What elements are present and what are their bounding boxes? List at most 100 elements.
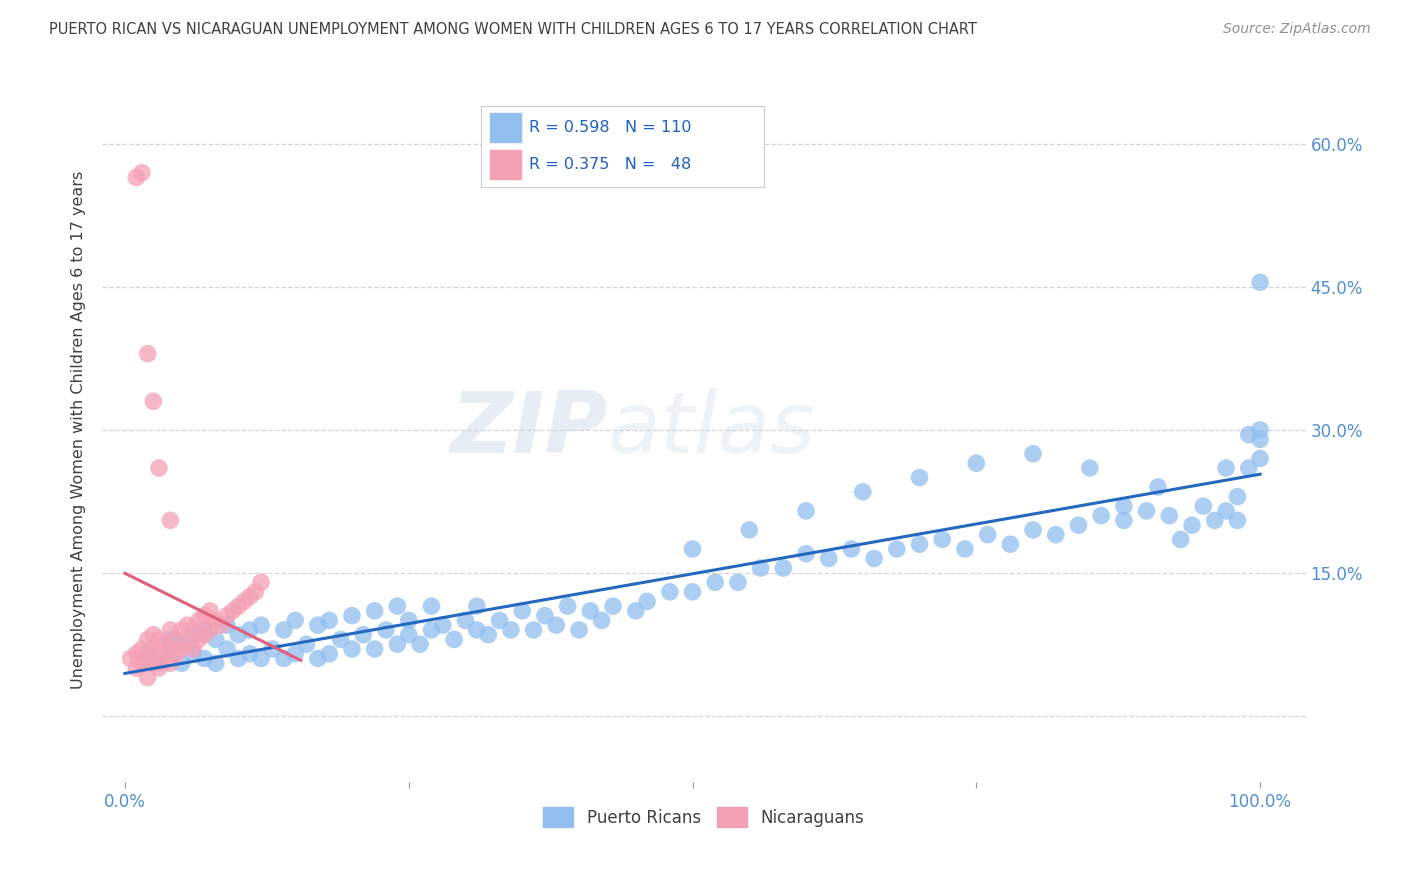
Point bbox=[153, 637, 176, 651]
Point bbox=[863, 551, 886, 566]
Point bbox=[262, 642, 284, 657]
Point bbox=[176, 637, 198, 651]
Point bbox=[409, 637, 432, 651]
Point bbox=[187, 614, 209, 628]
Point bbox=[193, 651, 215, 665]
Point bbox=[125, 170, 148, 185]
Point bbox=[148, 657, 170, 671]
Point bbox=[1181, 518, 1204, 533]
Point bbox=[546, 618, 568, 632]
Point bbox=[318, 647, 340, 661]
Point bbox=[318, 614, 340, 628]
Point bbox=[1112, 499, 1135, 513]
Point bbox=[273, 651, 295, 665]
Point bbox=[398, 614, 420, 628]
Point bbox=[284, 614, 307, 628]
Point bbox=[228, 599, 250, 614]
Point bbox=[363, 604, 385, 618]
Point bbox=[233, 594, 256, 608]
Point bbox=[136, 651, 159, 665]
Point bbox=[658, 584, 681, 599]
Point bbox=[136, 632, 159, 647]
Point bbox=[1249, 423, 1271, 437]
Point bbox=[465, 599, 488, 614]
Point bbox=[1147, 480, 1170, 494]
Text: Source: ZipAtlas.com: Source: ZipAtlas.com bbox=[1223, 22, 1371, 37]
Point bbox=[136, 671, 159, 685]
Point bbox=[204, 614, 226, 628]
Point bbox=[142, 642, 165, 657]
Point bbox=[568, 623, 591, 637]
Point bbox=[250, 618, 273, 632]
Point bbox=[908, 537, 931, 551]
Point bbox=[1159, 508, 1181, 523]
Point bbox=[965, 456, 987, 470]
Point bbox=[148, 647, 170, 661]
Point bbox=[363, 642, 385, 657]
Point bbox=[794, 504, 817, 518]
Point bbox=[307, 651, 329, 665]
Point bbox=[682, 584, 704, 599]
Point bbox=[727, 575, 749, 590]
Point bbox=[794, 547, 817, 561]
Point bbox=[193, 628, 215, 642]
Point bbox=[454, 614, 477, 628]
Point bbox=[557, 599, 579, 614]
Point bbox=[142, 657, 165, 671]
Point bbox=[148, 461, 170, 475]
Point bbox=[340, 608, 363, 623]
Point bbox=[148, 661, 170, 675]
Point bbox=[387, 637, 409, 651]
Point bbox=[193, 608, 215, 623]
Point bbox=[523, 623, 546, 637]
Point bbox=[153, 651, 176, 665]
Point bbox=[193, 623, 215, 637]
Legend: Puerto Ricans, Nicaraguans: Puerto Ricans, Nicaraguans bbox=[537, 800, 872, 834]
Point bbox=[1249, 275, 1271, 289]
Text: ZIP: ZIP bbox=[450, 388, 607, 471]
Point bbox=[387, 599, 409, 614]
Point bbox=[181, 623, 204, 637]
Point bbox=[817, 551, 839, 566]
Point bbox=[245, 584, 267, 599]
Point bbox=[136, 347, 159, 361]
Point bbox=[307, 618, 329, 632]
Point bbox=[273, 623, 295, 637]
Point bbox=[510, 604, 533, 618]
Point bbox=[908, 470, 931, 484]
Point bbox=[1215, 461, 1237, 475]
Point bbox=[1112, 513, 1135, 527]
Point bbox=[1022, 523, 1045, 537]
Point bbox=[432, 618, 454, 632]
Point bbox=[198, 604, 221, 618]
Point bbox=[181, 642, 204, 657]
Point bbox=[131, 657, 153, 671]
Point bbox=[1000, 537, 1022, 551]
Point bbox=[1215, 504, 1237, 518]
Point bbox=[704, 575, 727, 590]
Point bbox=[239, 590, 262, 604]
Point bbox=[1045, 527, 1067, 541]
Point bbox=[148, 632, 170, 647]
Point bbox=[217, 618, 239, 632]
Point bbox=[228, 628, 250, 642]
Point bbox=[181, 628, 204, 642]
Point bbox=[1204, 513, 1226, 527]
Point bbox=[239, 647, 262, 661]
Point bbox=[204, 632, 226, 647]
Point bbox=[142, 394, 165, 409]
Point bbox=[329, 632, 352, 647]
Point bbox=[1135, 504, 1157, 518]
Point bbox=[1022, 447, 1045, 461]
Point bbox=[125, 661, 148, 675]
Point bbox=[738, 523, 761, 537]
Point bbox=[420, 599, 443, 614]
Text: PUERTO RICAN VS NICARAGUAN UNEMPLOYMENT AMONG WOMEN WITH CHILDREN AGES 6 TO 17 Y: PUERTO RICAN VS NICARAGUAN UNEMPLOYMENT … bbox=[49, 22, 977, 37]
Point bbox=[443, 632, 465, 647]
Point bbox=[1090, 508, 1112, 523]
Point bbox=[284, 647, 307, 661]
Point bbox=[159, 632, 181, 647]
Point bbox=[250, 575, 273, 590]
Point bbox=[198, 623, 221, 637]
Point bbox=[159, 623, 181, 637]
